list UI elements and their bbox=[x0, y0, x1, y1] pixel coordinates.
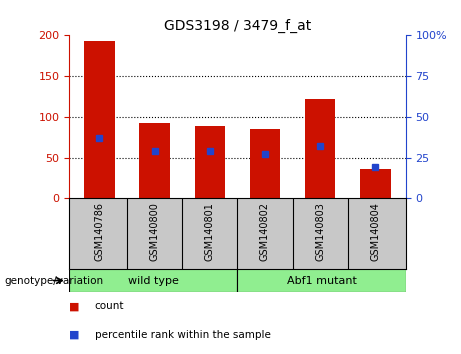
Text: percentile rank within the sample: percentile rank within the sample bbox=[95, 330, 271, 339]
Text: GSM140786: GSM140786 bbox=[95, 202, 105, 261]
Text: wild type: wild type bbox=[128, 275, 179, 286]
Bar bbox=[250, 129, 280, 198]
Text: genotype/variation: genotype/variation bbox=[5, 275, 104, 286]
Bar bbox=[195, 126, 225, 198]
Text: GSM140804: GSM140804 bbox=[370, 202, 380, 261]
Bar bbox=[305, 99, 335, 198]
Text: GSM140802: GSM140802 bbox=[260, 202, 270, 261]
Text: GSM140801: GSM140801 bbox=[205, 202, 215, 261]
Text: GSM140800: GSM140800 bbox=[150, 202, 160, 261]
Title: GDS3198 / 3479_f_at: GDS3198 / 3479_f_at bbox=[164, 19, 311, 33]
Text: Abf1 mutant: Abf1 mutant bbox=[287, 275, 356, 286]
Bar bbox=[360, 169, 390, 198]
Bar bbox=[84, 41, 115, 198]
Text: ■: ■ bbox=[69, 301, 80, 311]
Bar bbox=[237, 269, 406, 292]
Text: GSM140803: GSM140803 bbox=[315, 202, 325, 261]
Bar bbox=[140, 122, 170, 198]
Text: ■: ■ bbox=[69, 330, 80, 339]
Text: count: count bbox=[95, 301, 124, 311]
Bar bbox=[69, 269, 237, 292]
